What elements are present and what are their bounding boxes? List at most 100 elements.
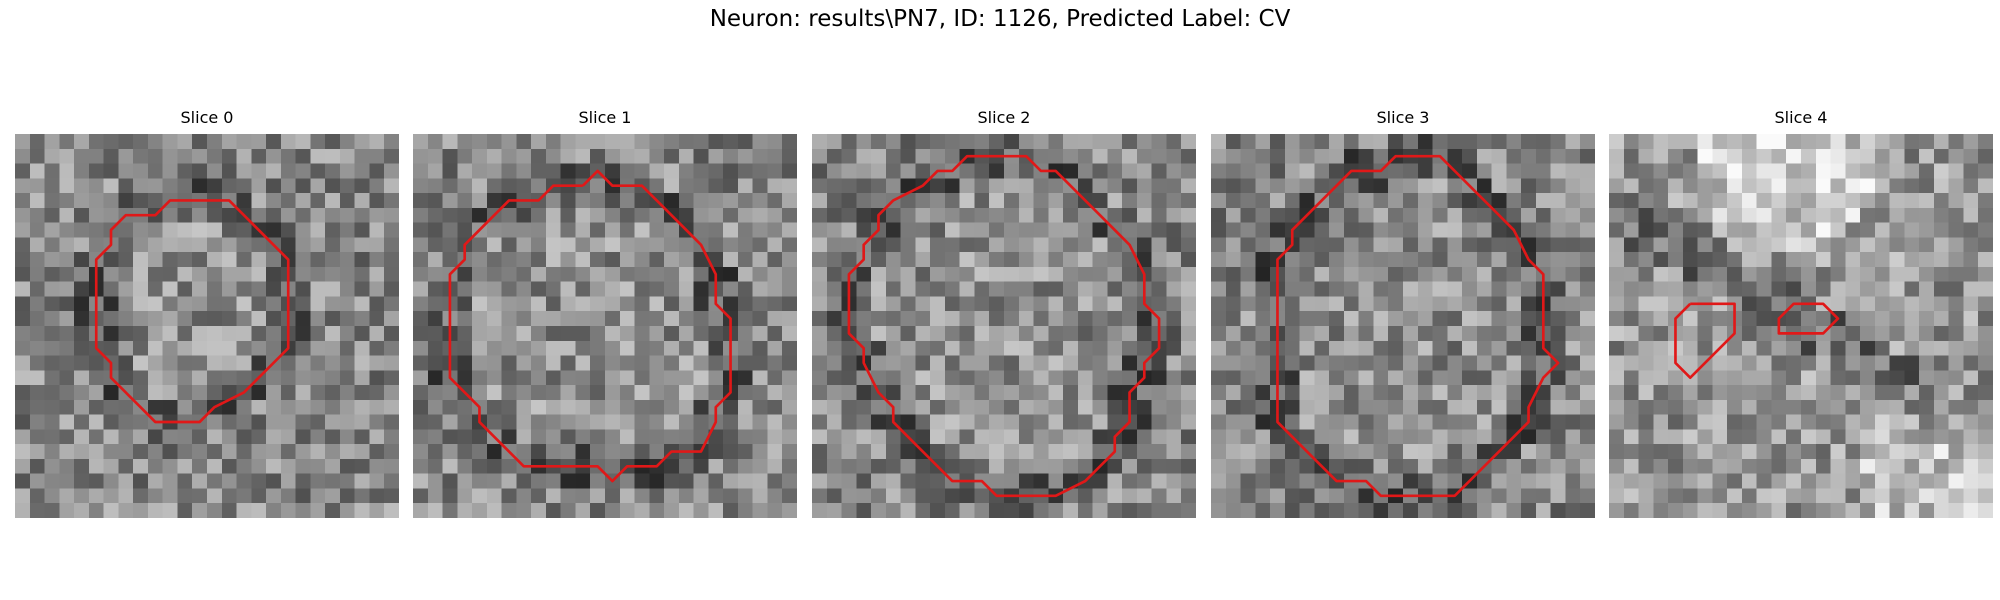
slice-pixel [1904, 296, 1920, 312]
slice-pixel [974, 444, 990, 460]
slice-pixel [207, 444, 223, 460]
slice-pixel [560, 266, 576, 282]
slice-pixel [1933, 266, 1949, 282]
slice-pixel [442, 134, 458, 150]
slice-pixel [221, 414, 237, 430]
slice-pixel [1343, 193, 1359, 209]
slice-pixel [1638, 370, 1654, 386]
slice-pixel [339, 252, 355, 268]
slice-pixel [1299, 414, 1315, 430]
slice-pixel [812, 207, 828, 223]
slice-pixel [959, 488, 975, 504]
slice-pixel [162, 340, 178, 356]
slice-pixel [147, 163, 163, 179]
slice-pixel [1535, 178, 1551, 194]
slice-pixel [989, 444, 1005, 460]
slice-pixel [1712, 370, 1728, 386]
slice-pixel [133, 193, 149, 209]
slice-pixel [1830, 340, 1846, 356]
slice-pixel [545, 355, 561, 371]
slice-pixel [1004, 311, 1020, 327]
slice-pixel [1447, 207, 1463, 223]
slice-pixel [162, 429, 178, 445]
slice-pixel [1727, 488, 1743, 504]
slice-pixel [516, 370, 532, 386]
slice-pixel [1815, 222, 1831, 238]
slice-pixel [1270, 148, 1286, 164]
slice-pixel [1225, 444, 1241, 460]
slice-pixel [1018, 163, 1034, 179]
slice-pixel [605, 488, 621, 504]
slice-pixel [1417, 296, 1433, 312]
slice-pixel [693, 193, 709, 209]
slice-pixel [1874, 399, 1890, 415]
slice-pixel [708, 163, 724, 179]
slice-pixel [1741, 134, 1757, 150]
slice-pixel [354, 326, 370, 342]
slice-pixel [1240, 355, 1256, 371]
slice-pixel [88, 134, 104, 150]
slice-pixel [944, 326, 960, 342]
slice-pixel [354, 414, 370, 430]
slice-pixel [812, 429, 828, 445]
slice-pixel [974, 488, 990, 504]
slice-pixel [1491, 178, 1507, 194]
slice-pixel [310, 178, 326, 194]
slice-pixel [1211, 222, 1227, 238]
slice-pixel [605, 399, 621, 415]
slice-pixel [649, 326, 665, 342]
slice-pixel [871, 193, 887, 209]
slice-pixel [177, 281, 193, 297]
slice-pixel [1270, 488, 1286, 504]
slice-pixel [1358, 444, 1374, 460]
slice-pixel [915, 266, 931, 282]
slice-pixel [1447, 385, 1463, 401]
slice-pixel [1373, 193, 1389, 209]
slice-pixel [118, 311, 134, 327]
slice-pixel [133, 163, 149, 179]
slice-pixel [1727, 414, 1743, 430]
slice-pixel [1874, 222, 1890, 238]
slice-pixel [1963, 414, 1979, 430]
slice-pixel [1063, 148, 1079, 164]
slice-pixel [325, 429, 341, 445]
slice-pixel [871, 296, 887, 312]
slice-pixel [1033, 458, 1049, 474]
slice-pixel [325, 385, 341, 401]
slice-pixel [1077, 385, 1093, 401]
slice-pixel [1535, 355, 1551, 371]
slice-pixel [442, 207, 458, 223]
slice-pixel [472, 193, 488, 209]
slice-pixel [1388, 252, 1404, 268]
slice-pixel [1668, 296, 1684, 312]
slice-pixel [472, 252, 488, 268]
slice-pixel [457, 488, 473, 504]
slice-pixel [1874, 163, 1890, 179]
slice-pixel [236, 134, 252, 150]
slice-pixel [1830, 163, 1846, 179]
slice-pixel [295, 222, 311, 238]
slice-pixel [44, 134, 60, 150]
slice-pixel [693, 503, 709, 518]
slice-pixel [605, 134, 621, 150]
slice-pixel [44, 296, 60, 312]
slice-pixel [1712, 503, 1728, 518]
slice-pixel [192, 385, 208, 401]
slice-pixel [1077, 296, 1093, 312]
slice-pixel [207, 429, 223, 445]
slice-pixel [1727, 385, 1743, 401]
slice-pixel [207, 207, 223, 223]
slice-pixel [1063, 193, 1079, 209]
slice-pixel [516, 503, 532, 518]
slice-pixel [826, 326, 842, 342]
slice-pixel [133, 222, 149, 238]
slice-pixel [856, 370, 872, 386]
slice-pixel [1092, 193, 1108, 209]
slice-pixel [1417, 281, 1433, 297]
slice-pixel [1211, 370, 1227, 386]
slice-pixel [974, 237, 990, 253]
slice-pixel [649, 370, 665, 386]
slice-pixel [1462, 281, 1478, 297]
slice-pixel [1815, 488, 1831, 504]
slice-pixel [1815, 473, 1831, 489]
